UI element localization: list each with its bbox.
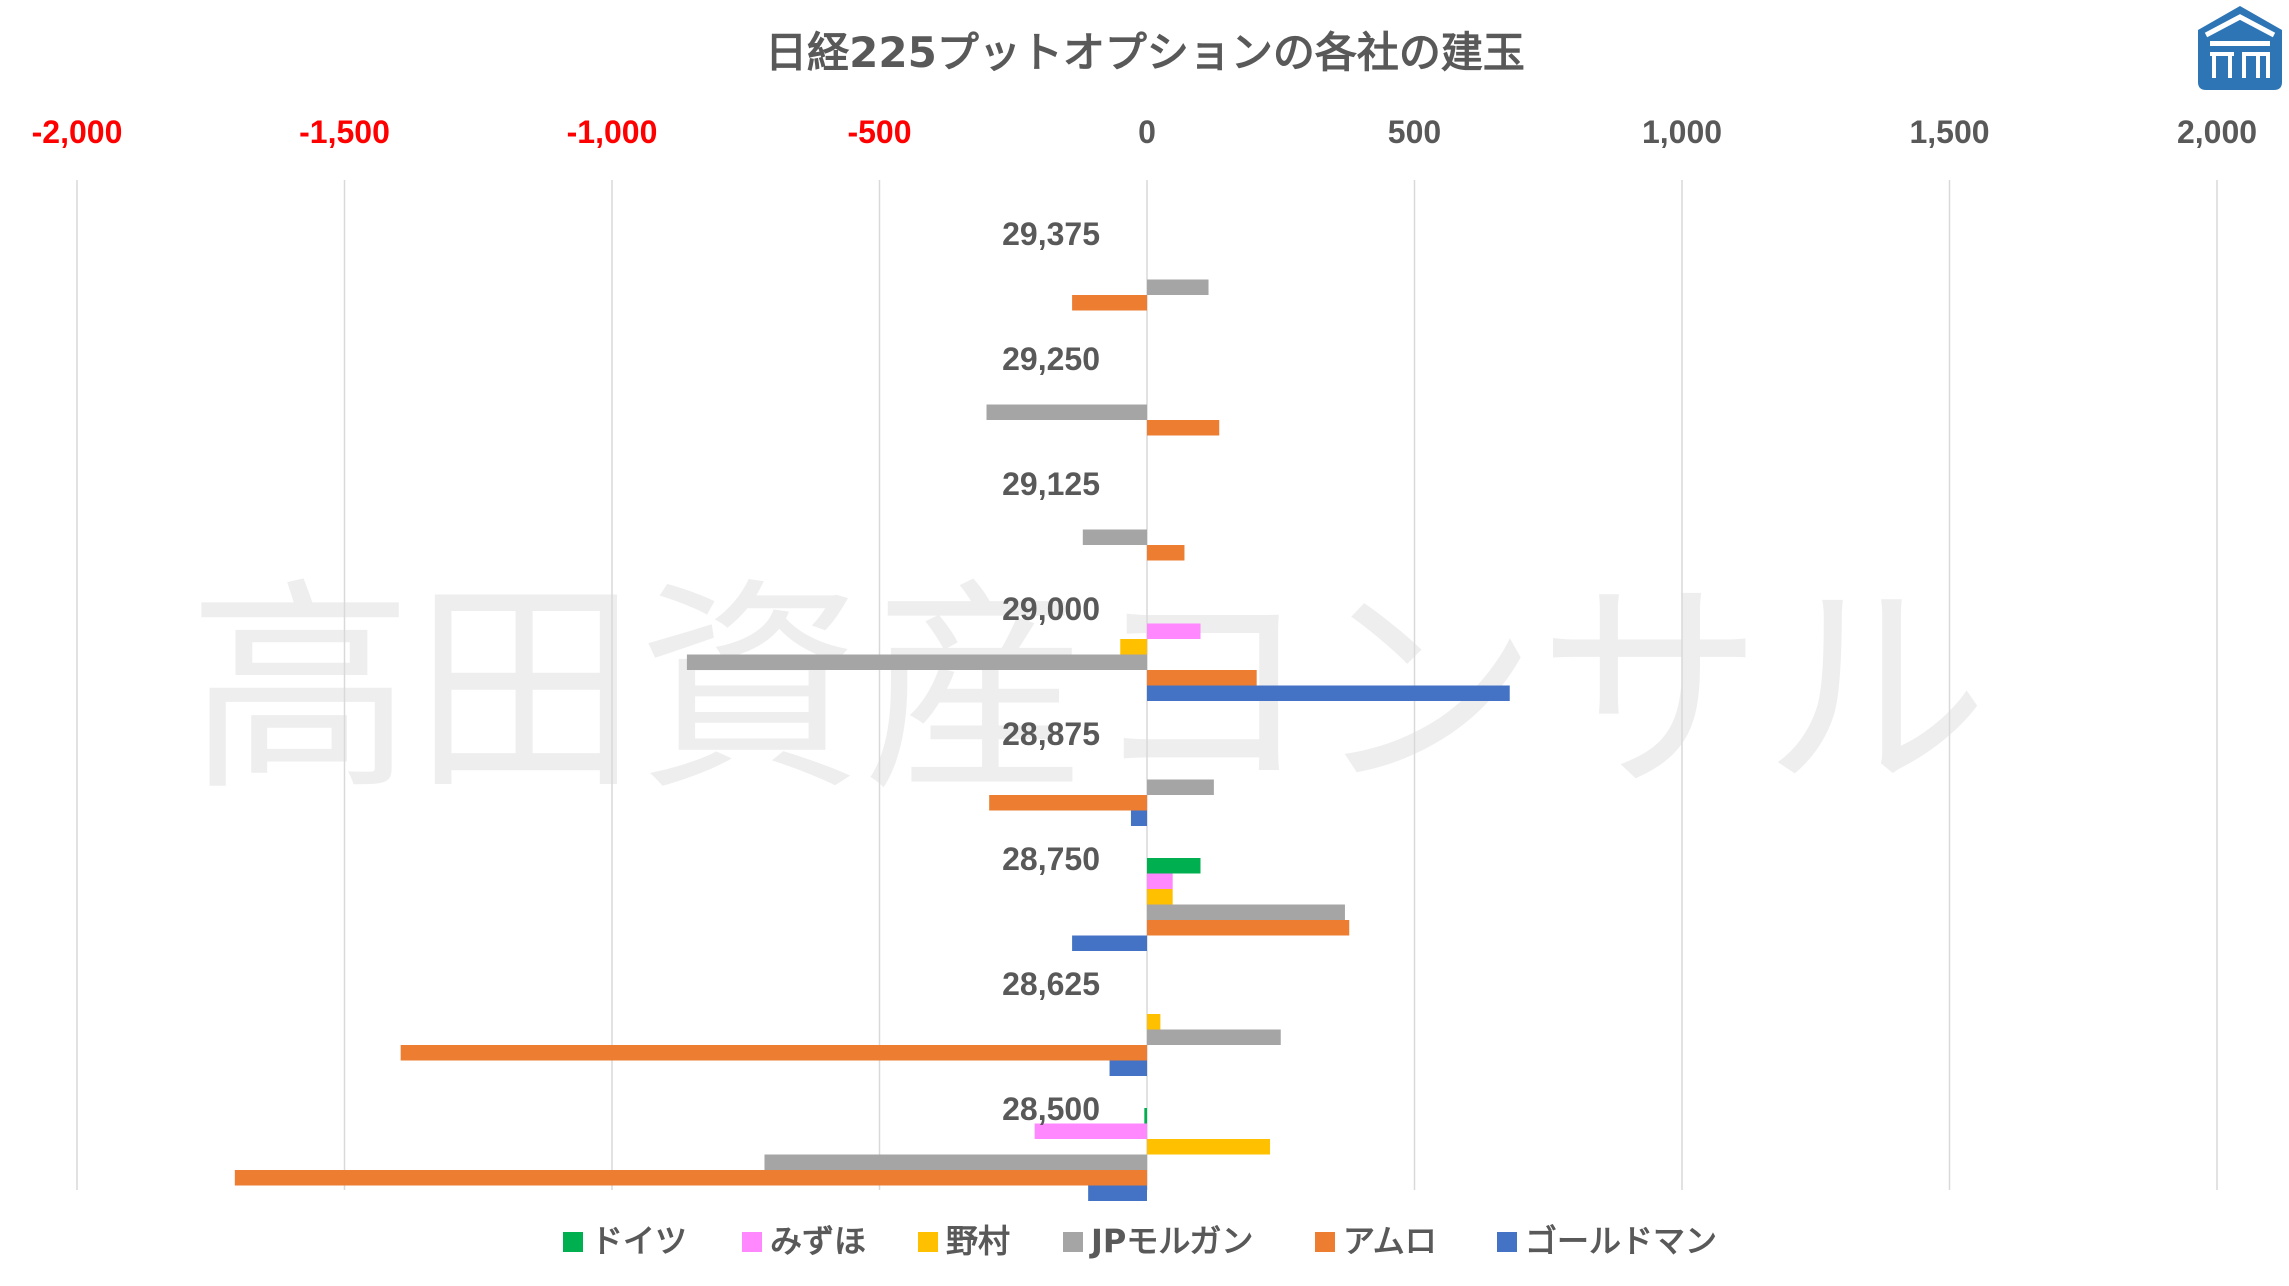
bar [1130,810,1147,826]
x-tick-label: 2,000 [2177,114,2257,150]
category-label: 29,250 [1002,341,1100,377]
legend-swatch [1497,1232,1517,1252]
bar [986,404,1147,420]
legend-swatch [1315,1232,1335,1252]
x-tick-label: 1,000 [1642,114,1722,150]
bar [1147,779,1214,795]
bar [1072,295,1147,311]
bar [1147,1139,1271,1155]
legend-swatch [918,1232,938,1252]
bar [1120,639,1147,655]
bar [1034,1123,1147,1139]
legend: ドイツ みずほ 野村 JPモルガン アムロ ゴールドマン [563,1222,1717,1260]
x-tick-label: -500 [847,114,911,150]
bar [1088,1185,1147,1201]
category-label: 28,875 [1002,716,1100,752]
takata-logo-icon [2198,6,2282,90]
legend-label: JPモルガン [1089,1222,1253,1260]
bars [234,279,1510,1201]
x-tick-label: 0 [1138,114,1156,150]
legend-swatch [742,1232,762,1252]
gridlines [76,180,2218,1190]
bar [1147,1014,1161,1030]
category-label: 29,125 [1002,466,1100,502]
bar [1147,685,1510,701]
category-labels: 29,375 29,250 29,125 29,000 28,875 28,750 28,6… [1002,216,1100,1127]
legend-label: ドイツ [591,1222,687,1260]
bar [764,1154,1147,1170]
category-label: 29,000 [1002,591,1100,627]
legend-label: 野村 [946,1222,1010,1260]
category-label: 28,750 [1002,841,1100,877]
bar [1147,623,1201,639]
bar [1147,858,1201,874]
legend-swatch [1063,1232,1083,1252]
legend-label: みずほ [770,1222,866,1260]
category-label: 29,375 [1002,216,1100,252]
legend-label: アムロ [1343,1222,1437,1260]
bar [1147,873,1173,889]
x-tick-label: 1,500 [1909,114,1989,150]
chart-title: 日経225プットオプションの各社の建玉 [765,28,1525,77]
bar [234,1170,1147,1186]
bar [1072,935,1147,951]
bar [1147,904,1345,920]
bar [1144,1108,1147,1124]
bar [1147,1029,1281,1045]
bar [1082,529,1147,545]
bar [1147,279,1209,295]
bar [1147,889,1173,905]
watermark-text: 高田資産コンサル [188,560,1988,822]
bar [1147,545,1185,561]
x-tick-label: -2,000 [32,114,123,150]
legend-label: ゴールドマン [1525,1222,1717,1260]
bar [1147,420,1220,436]
bar [989,795,1147,811]
bar [1147,670,1257,686]
x-axis-tick-labels: -2,000 -1,500 -1,000 -500 0 500 1,000 1,500 2,00… [32,114,2257,150]
x-tick-label: 500 [1388,114,1441,150]
category-label: 28,500 [1002,1091,1100,1127]
bar [400,1045,1147,1061]
x-tick-label: -1,000 [567,114,658,150]
x-tick-label: -1,500 [299,114,390,150]
legend-swatch [563,1232,583,1252]
category-label: 28,625 [1002,966,1100,1002]
bar [1147,920,1350,936]
bar [1109,1060,1147,1076]
bar [686,654,1147,670]
